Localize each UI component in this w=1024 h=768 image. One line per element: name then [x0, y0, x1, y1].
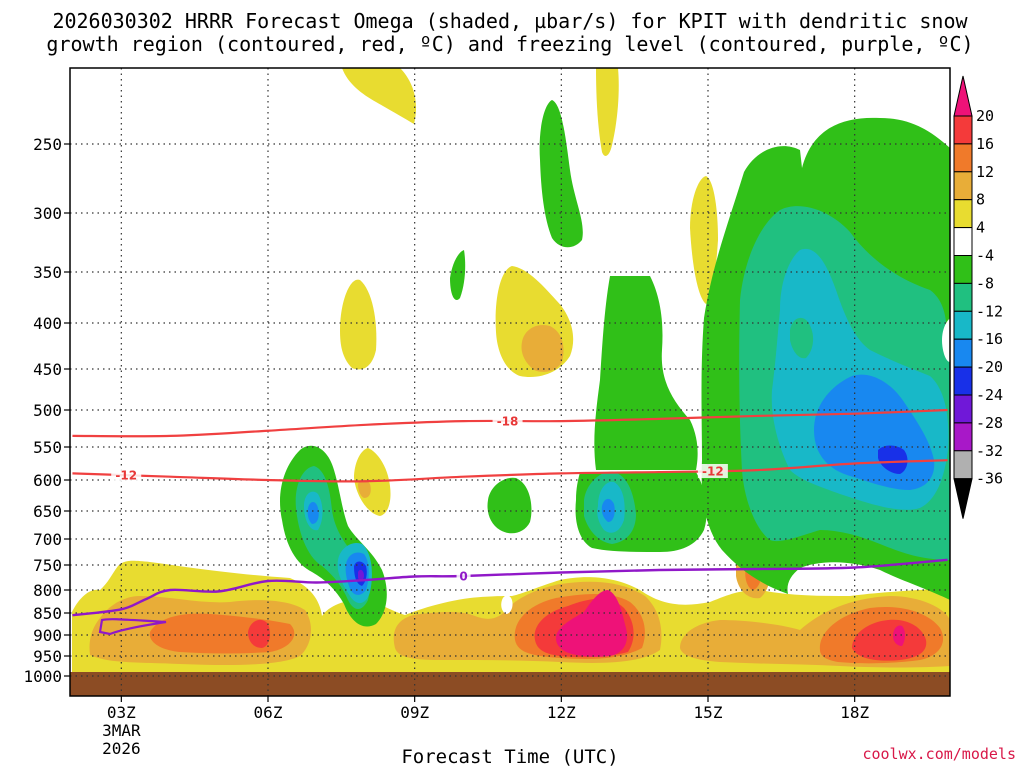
omega-blue-13z — [601, 498, 615, 522]
ytick-label-p950: 950 — [33, 647, 62, 666]
ytick-label-p1000: 1000 — [23, 667, 62, 686]
ytick-label-p800: 800 — [33, 581, 62, 600]
colorbar-swatch-5 — [953, 227, 973, 257]
ytick-label-p300: 300 — [33, 204, 62, 223]
colorbar-swatch-4 — [953, 199, 973, 229]
ytick-label-p550: 550 — [33, 438, 62, 457]
freezing-level-label-bg — [456, 569, 471, 583]
omega-white-notch-east — [942, 318, 950, 362]
colorbar-label-4: 4 — [976, 219, 985, 237]
y-axis: 250 300 350 400 450 500 550 600 650 700 750 800 850 9… — [23, 135, 70, 686]
colorbar-label-20: 20 — [976, 107, 994, 125]
dgz-contour-label--18-bg — [492, 414, 523, 429]
xtick-label-12Z: 12Z — [547, 703, 576, 722]
x-axis-title: Forecast Time (UTC) — [401, 746, 618, 768]
xtick-date-line-1: 3MAR — [102, 721, 141, 740]
xtick-label-09Z: 09Z — [400, 703, 429, 722]
xtick-label-18Z: 18Z — [840, 703, 869, 722]
chart-title-line-1: 2026030302 HRRR Forecast Omega (shaded, … — [52, 9, 968, 33]
ytick-label-p750: 750 — [33, 556, 62, 575]
contour-lines: -18 -12 -12 0 — [72, 408, 948, 636]
omega-green-13z-column — [594, 276, 698, 470]
omega-yellow-08z-400 — [340, 279, 377, 370]
colorbar-label--12: -12 — [976, 302, 1003, 320]
ytick-label-p450: 450 — [33, 360, 62, 379]
omega-green-09z-sliver — [450, 250, 466, 300]
ytick-label-p650: 650 — [33, 502, 62, 521]
colorbar-label-8: 8 — [976, 191, 985, 209]
colorbar-label--28: -28 — [976, 414, 1003, 432]
credit-text: coolwx.com/models — [862, 745, 1016, 763]
colorbar-label--8: -8 — [976, 274, 994, 292]
freezing-level-loop — [98, 618, 167, 636]
omega-magenta-max-19z — [893, 625, 905, 646]
xtick-label-06Z: 06Z — [254, 703, 283, 722]
omega-darkblue-upper-east — [878, 445, 908, 474]
dgz-contour-label--18: -18 — [497, 415, 519, 429]
ytick-label-p900: 900 — [33, 626, 62, 645]
xtick-date-line-2: 2026 — [102, 739, 141, 758]
omega-red-lowlevel-east — [852, 619, 927, 661]
colorbar-swatch-1 — [953, 115, 973, 145]
colorbar-label--32: -32 — [976, 442, 1003, 460]
colorbar-label--4: -4 — [976, 247, 994, 265]
omega-purple-08z — [358, 569, 364, 581]
freezing-level-contour — [72, 558, 948, 617]
omega-yellow-top-08z — [342, 68, 417, 124]
colorbar-swatch-11 — [953, 394, 973, 424]
plot-frame — [69, 67, 951, 697]
ytick-label-p700: 700 — [33, 530, 62, 549]
ytick-label-p400: 400 — [33, 314, 62, 333]
grid-lines — [70, 68, 950, 696]
colorbar-label--36: -36 — [976, 470, 1003, 488]
xtick-label-03Z: 03Z — [107, 703, 136, 722]
dgz-contour-label--12-b: -12 — [702, 464, 724, 478]
colorbar-swatch-12 — [953, 422, 973, 452]
ytick-label-p500: 500 — [33, 401, 62, 420]
omega-red-lowlevel-west — [248, 619, 270, 648]
colorbar-label-16: 16 — [976, 135, 994, 153]
omega-magenta-max-12z — [556, 590, 628, 657]
omega-green-11z — [487, 477, 532, 534]
colorbar-top-arrow — [953, 75, 973, 117]
colorbar-swatch-9 — [953, 338, 973, 368]
chart-title-line-2: growth region (contoured, red, ºC) and f… — [46, 32, 973, 56]
colorbar-swatch-7 — [953, 282, 973, 312]
ytick-label-p350: 350 — [33, 263, 62, 282]
ytick-label-p600: 600 — [33, 471, 62, 490]
colorbar: 20 16 12 8 4 -4 -8 -12 -16 -20 -24 -28 -32 -36 — [953, 75, 1003, 519]
omega-blue-07z — [307, 502, 319, 524]
omega-yellow-dip-12z — [501, 595, 513, 614]
colorbar-swatch-13 — [953, 450, 973, 480]
dgz-contour--12 — [72, 459, 948, 483]
colorbar-label--16: -16 — [976, 330, 1003, 348]
colorbar-swatch-2 — [953, 143, 973, 173]
xtick-label-15Z: 15Z — [694, 703, 723, 722]
dgz-contour-label--12-bg — [111, 468, 142, 483]
ytick-label-p850: 850 — [33, 604, 62, 623]
colorbar-label--24: -24 — [976, 386, 1003, 404]
omega-yellow-top-13z — [596, 68, 619, 156]
dgz-contour-label--12: -12 — [115, 469, 137, 483]
colorbar-swatch-8 — [953, 310, 973, 340]
colorbar-swatch-10 — [953, 366, 973, 396]
colorbar-bottom-arrow — [953, 478, 973, 519]
colorbar-swatch-3 — [953, 171, 973, 201]
colorbar-label--20: -20 — [976, 358, 1003, 376]
dgz-contour-label--12-b-bg — [697, 463, 728, 478]
omega-gold-11z-400 — [521, 324, 564, 372]
colorbar-swatch-6 — [953, 255, 973, 284]
omega-shading — [70, 68, 950, 696]
colorbar-label-12: 12 — [976, 163, 994, 181]
freezing-level-label: 0 — [459, 570, 467, 584]
omega-teal-inset — [790, 317, 814, 359]
ytick-label-p250: 250 — [33, 135, 62, 154]
omega-gold-08z-600 — [358, 479, 371, 498]
